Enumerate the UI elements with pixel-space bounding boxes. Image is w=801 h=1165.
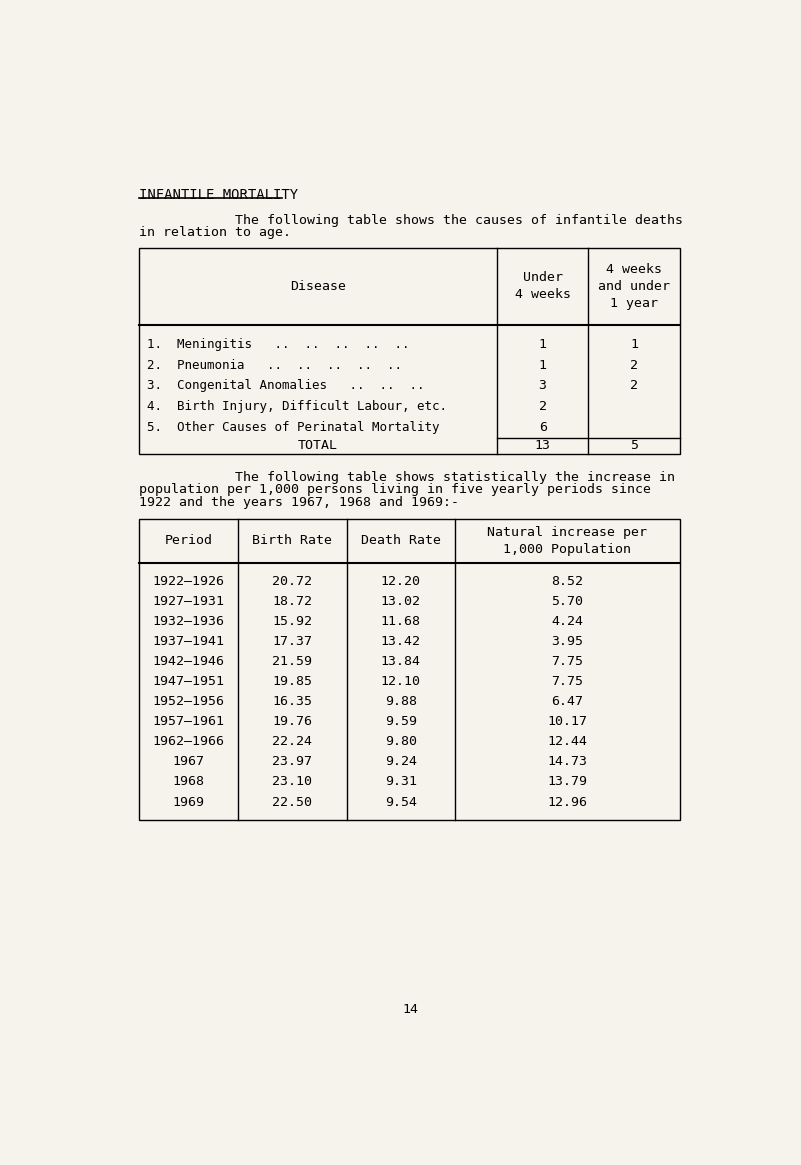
Text: 14.73: 14.73 (547, 755, 587, 769)
Text: 1922–1926: 1922–1926 (152, 576, 224, 588)
Text: 2: 2 (538, 400, 546, 414)
Text: The following table shows statistically the increase in: The following table shows statistically … (139, 471, 675, 483)
Text: 20.72: 20.72 (272, 576, 312, 588)
Text: 13.02: 13.02 (380, 595, 421, 608)
Text: 12.44: 12.44 (547, 735, 587, 748)
Text: 8.52: 8.52 (551, 576, 583, 588)
Text: Under
4 weeks: Under 4 weeks (515, 271, 570, 301)
Text: 1968: 1968 (172, 776, 204, 789)
Text: 1969: 1969 (172, 796, 204, 809)
Text: 23.97: 23.97 (272, 755, 312, 769)
Text: 15.92: 15.92 (272, 615, 312, 628)
Text: 6.47: 6.47 (551, 696, 583, 708)
Text: 22.50: 22.50 (272, 796, 312, 809)
Text: 1: 1 (538, 338, 546, 351)
Text: Period: Period (164, 535, 212, 548)
Text: 9.31: 9.31 (384, 776, 417, 789)
Text: 2.  Pneumonia   ..  ..  ..  ..  ..: 2. Pneumonia .. .. .. .. .. (147, 359, 401, 372)
Text: 1967: 1967 (172, 755, 204, 769)
Text: 7.75: 7.75 (551, 656, 583, 669)
Bar (139, 518, 680, 820)
Text: 9.59: 9.59 (384, 715, 417, 728)
Text: 12.96: 12.96 (547, 796, 587, 809)
Text: 22.24: 22.24 (272, 735, 312, 748)
Text: 1957–1961: 1957–1961 (152, 715, 224, 728)
Text: 11.68: 11.68 (380, 615, 421, 628)
Text: 1937–1941: 1937–1941 (152, 635, 224, 649)
Text: 3: 3 (538, 380, 546, 393)
Text: 9.24: 9.24 (384, 755, 417, 769)
Text: 19.76: 19.76 (272, 715, 312, 728)
Text: 17.37: 17.37 (272, 635, 312, 649)
Text: 1962–1966: 1962–1966 (152, 735, 224, 748)
Text: in relation to age.: in relation to age. (139, 226, 291, 239)
Text: The following table shows the causes of infantile deaths: The following table shows the causes of … (139, 213, 683, 227)
Text: 6: 6 (538, 421, 546, 433)
Text: 1952–1956: 1952–1956 (152, 696, 224, 708)
Text: 5.  Other Causes of Perinatal Mortality: 5. Other Causes of Perinatal Mortality (147, 421, 439, 433)
Text: 12.10: 12.10 (380, 676, 421, 689)
Text: 4.  Birth Injury, Difficult Labour, etc.: 4. Birth Injury, Difficult Labour, etc. (147, 400, 447, 414)
Bar (139, 248, 680, 454)
Text: 9.88: 9.88 (384, 696, 417, 708)
Text: 23.10: 23.10 (272, 776, 312, 789)
Text: 1947–1951: 1947–1951 (152, 676, 224, 689)
Text: 7.75: 7.75 (551, 676, 583, 689)
Text: 2: 2 (630, 380, 638, 393)
Text: 5.70: 5.70 (551, 595, 583, 608)
Text: 21.59: 21.59 (272, 656, 312, 669)
Text: 13.42: 13.42 (380, 635, 421, 649)
Text: 12.20: 12.20 (380, 576, 421, 588)
Text: 13.84: 13.84 (380, 656, 421, 669)
Text: 4.24: 4.24 (551, 615, 583, 628)
Text: 16.35: 16.35 (272, 696, 312, 708)
Text: TOTAL: TOTAL (298, 439, 338, 452)
Text: 1: 1 (630, 338, 638, 351)
Text: 1932–1936: 1932–1936 (152, 615, 224, 628)
Text: 1942–1946: 1942–1946 (152, 656, 224, 669)
Text: 13.79: 13.79 (547, 776, 587, 789)
Text: 5: 5 (630, 439, 638, 452)
Text: 1: 1 (538, 359, 546, 372)
Text: 9.54: 9.54 (384, 796, 417, 809)
Text: 9.80: 9.80 (384, 735, 417, 748)
Text: 1.  Meningitis   ..  ..  ..  ..  ..: 1. Meningitis .. .. .. .. .. (147, 338, 409, 351)
Text: 3.95: 3.95 (551, 635, 583, 649)
Text: 18.72: 18.72 (272, 595, 312, 608)
Text: 3.  Congenital Anomalies   ..  ..  ..: 3. Congenital Anomalies .. .. .. (147, 380, 424, 393)
Text: 10.17: 10.17 (547, 715, 587, 728)
Text: Disease: Disease (290, 280, 346, 292)
Text: 2: 2 (630, 359, 638, 372)
Text: 19.85: 19.85 (272, 676, 312, 689)
Text: 13: 13 (534, 439, 550, 452)
Text: Natural increase per
1,000 Population: Natural increase per 1,000 Population (488, 525, 647, 556)
Text: 4 weeks
and under
1 year: 4 weeks and under 1 year (598, 262, 670, 310)
Text: population per 1,000 persons living in five yearly periods since: population per 1,000 persons living in f… (139, 483, 651, 496)
Text: 1922 and the years 1967, 1968 and 1969:-: 1922 and the years 1967, 1968 and 1969:- (139, 495, 459, 509)
Text: 1927–1931: 1927–1931 (152, 595, 224, 608)
Text: 14: 14 (403, 1003, 419, 1016)
Text: Death Rate: Death Rate (360, 535, 441, 548)
Text: INFANTILE MORTALITY: INFANTILE MORTALITY (139, 188, 298, 202)
Text: Birth Rate: Birth Rate (252, 535, 332, 548)
